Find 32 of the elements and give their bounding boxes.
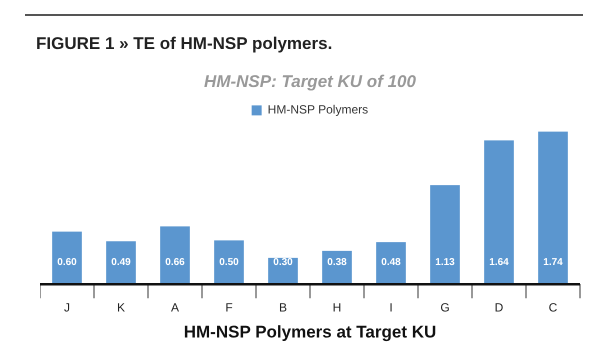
data-label: 0.50	[219, 256, 240, 268]
data-label: 1.13	[435, 256, 456, 268]
data-label: 0.38	[327, 256, 348, 268]
bar	[214, 240, 244, 284]
bar	[538, 132, 568, 284]
bar	[430, 185, 460, 284]
x-tick-label: B	[278, 300, 288, 315]
chart-subtitle: HM-NSP: Target KU of 100	[204, 72, 416, 91]
data-label: 0.30	[273, 256, 294, 268]
bar	[106, 241, 136, 284]
data-label: 1.74	[543, 256, 564, 268]
data-label: 1.64	[489, 256, 510, 268]
x-tick-label: J	[64, 300, 70, 315]
x-tick-label: A	[170, 300, 180, 315]
data-label: 0.48	[381, 256, 402, 268]
x-axis-title: HM-NSP Polymers at Target KU	[184, 322, 436, 342]
x-tick-label: K	[116, 300, 126, 315]
bar	[376, 242, 406, 284]
x-tick-label: C	[548, 300, 558, 315]
chart-title: FIGURE 1 » TE of HM-NSP polymers.	[36, 34, 332, 54]
x-tick-label: G	[440, 300, 450, 315]
bar	[52, 232, 82, 284]
bar	[484, 140, 514, 284]
x-tick-label: D	[494, 300, 504, 315]
legend-label: HM-NSP Polymers	[268, 102, 368, 117]
x-tick-label: H	[332, 300, 342, 315]
x-tick-label: I	[389, 300, 393, 315]
bar	[160, 226, 190, 284]
data-label: 0.49	[111, 256, 132, 268]
x-tick-label: F	[225, 300, 233, 315]
data-label: 0.66	[165, 256, 186, 268]
data-label: 0.60	[57, 256, 78, 268]
